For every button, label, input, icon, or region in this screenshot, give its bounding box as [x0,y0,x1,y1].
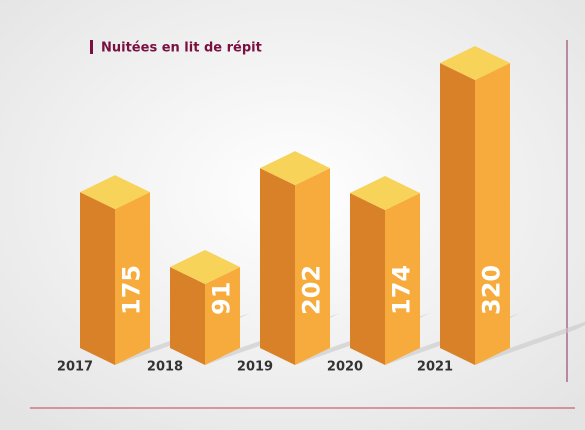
bar-right-face [475,63,510,365]
bar-right-face [115,192,150,365]
x-tick-label: 2020 [327,360,363,375]
bar [440,46,510,365]
value-label: 175 [118,265,146,315]
bar [350,176,420,365]
value-label: 320 [478,265,506,315]
bar-top-face [170,249,240,284]
bar-top-face [260,151,330,186]
bar-right-face [205,266,240,365]
bar-left-face [440,63,475,365]
bar-left-face [260,168,295,365]
bar [80,175,150,365]
x-tick-label: 2021 [417,360,453,375]
title-marker [90,40,93,54]
x-tick-label: 2019 [237,360,273,375]
bar-top-face [80,175,150,210]
value-label: 91 [208,282,236,315]
bar-top-face [350,176,420,211]
value-label: 202 [298,265,326,315]
bar [170,249,240,365]
bar-left-face [170,266,205,365]
x-tick-label: 2018 [147,360,183,375]
bar-right-face [385,193,420,365]
x-tick-label: 2017 [57,360,93,375]
bar-top-face [440,46,510,80]
bar-left-face [350,193,385,365]
shadow [475,321,585,365]
bar-left-face [80,192,115,365]
bar [260,151,330,365]
value-label: 174 [388,265,416,315]
chart-title: Nuitées en lit de répit [101,41,262,56]
bar-right-face [295,168,330,365]
